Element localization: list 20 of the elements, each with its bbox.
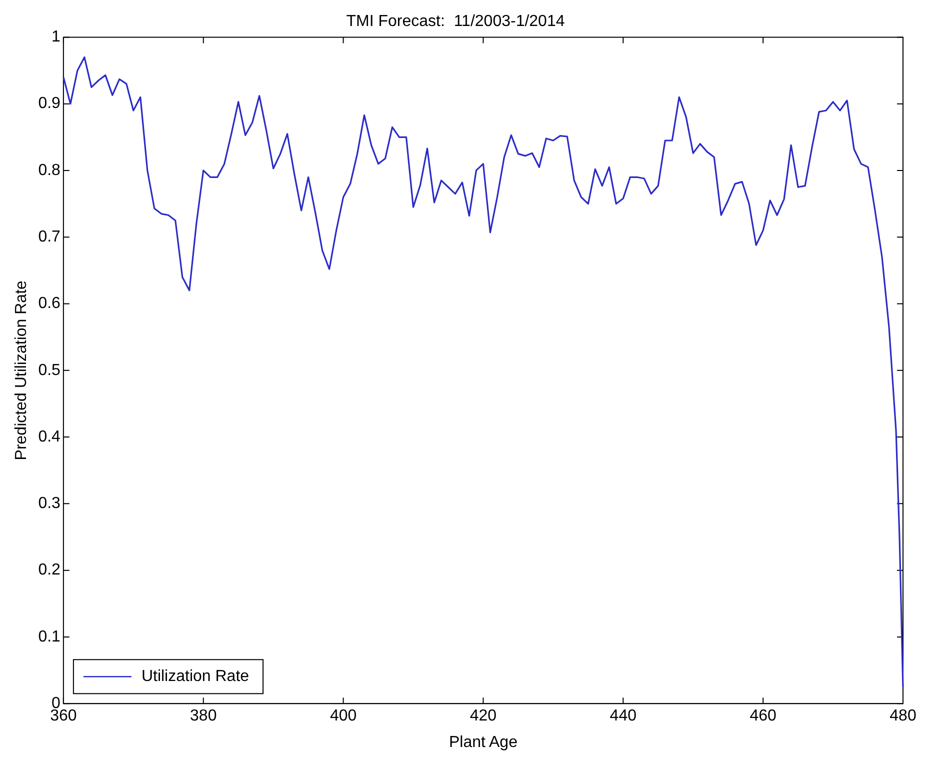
y-tick-label: 0.8 [38,162,61,179]
x-tick-label: 460 [750,708,777,725]
y-tick-label: 0.4 [38,428,61,446]
legend-label: Utilization Rate [141,668,250,686]
x-tick-label: 380 [190,708,217,725]
y-tick-label: 0.2 [38,562,61,579]
y-tick-label: 0.1 [38,628,61,646]
y-tick-label: 0.3 [38,495,61,512]
x-axis-title: Plant Age [448,734,518,751]
x-tick-label: 480 [890,708,916,725]
x-tick-label: 440 [610,708,637,725]
y-axis-title: Predicted Utilization Rate [13,280,30,460]
y-tick-label: 0.6 [38,295,61,312]
x-tick-label: 420 [470,708,497,725]
y-tick-label: 0.9 [38,95,61,112]
chart-title: TMI Forecast: 11/2003-1/2014 [346,13,565,30]
y-tick-label: 0.5 [38,362,61,379]
x-tick-label: 400 [330,708,357,725]
y-tick-label: 0.7 [38,228,61,246]
y-tick-label: 1 [52,28,61,46]
